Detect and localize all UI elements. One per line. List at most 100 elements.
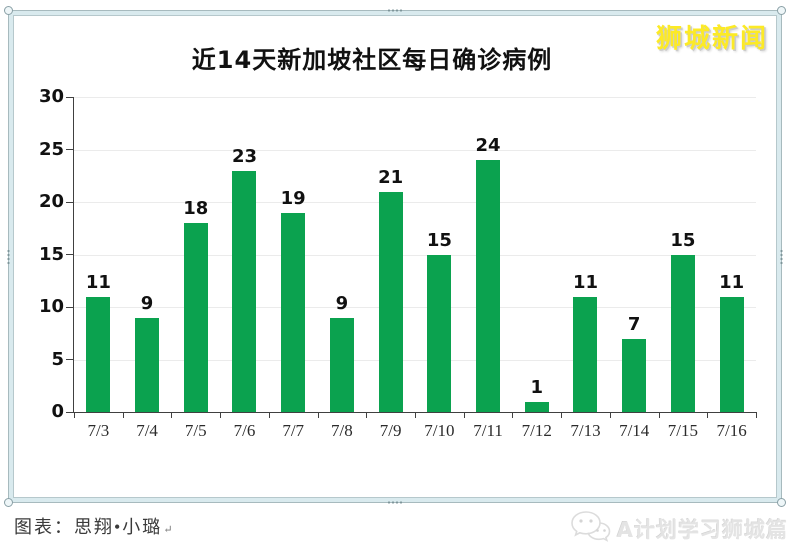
y-axis-tick: [66, 254, 74, 255]
x-tick-label: 7/9: [379, 421, 402, 440]
y-axis-tick: [66, 411, 74, 413]
x-axis-tick: [658, 412, 660, 418]
bar: [670, 254, 695, 412]
caption-label: 图表：: [14, 517, 74, 537]
x-tick-label: 7/14: [619, 421, 650, 440]
bar-value-label: 18: [183, 198, 209, 219]
bar: [135, 317, 160, 412]
y-tick-label: 5: [51, 348, 64, 370]
x-tick-label: 7/16: [716, 421, 747, 440]
x-axis-tick: [317, 412, 319, 418]
bar: [622, 338, 647, 412]
bar-column: 9 7/4: [123, 97, 172, 440]
bar-value-label: 11: [719, 271, 745, 293]
gridline: [74, 359, 756, 361]
bar-column: 18 7/5: [171, 97, 220, 440]
resize-handle-top-center-icon[interactable]: [387, 9, 403, 12]
x-tick-label: 7/10: [424, 421, 455, 440]
x-axis-tick: [561, 412, 563, 418]
bar: [183, 223, 208, 412]
bar-value-label: 11: [85, 271, 111, 293]
y-axis-tick: [66, 96, 74, 98]
x-axis-tick: [171, 412, 173, 418]
bar-value-label: 21: [378, 166, 404, 188]
bar: [329, 317, 354, 412]
bar-column: 15 7/10: [415, 97, 464, 441]
y-axis-tick: [66, 306, 74, 308]
resize-handle-bottom-left-icon[interactable]: [4, 498, 13, 507]
chart-caption: 图表：思翔•小璐↵: [14, 513, 173, 539]
bar: [232, 170, 257, 412]
y-axis-labels: 0 5 10 15 20 25 30: [14, 86, 64, 422]
bar-value-label: 11: [572, 271, 599, 293]
bar-column: 21 7/9: [366, 97, 415, 441]
bar: [524, 401, 549, 412]
x-tick-label: 7/13: [570, 421, 601, 440]
y-tick-label: 30: [38, 86, 64, 107]
x-tick-label: 7/3: [87, 421, 110, 440]
y-tick-label: 0: [51, 401, 64, 422]
x-tick-label: 7/11: [473, 421, 503, 440]
gridline: [74, 149, 756, 151]
y-axis-tick: [66, 149, 74, 150]
x-tick-label: 7/12: [521, 421, 552, 440]
resize-handle-left-center-icon[interactable]: [7, 248, 10, 265]
bar-value-label: 23: [231, 145, 258, 167]
gridline: [74, 254, 756, 256]
watermark-text: A计划学习狮城篇: [616, 518, 788, 542]
y-tick-label: 10: [38, 296, 64, 317]
bar: [573, 296, 598, 412]
x-tick-label: 7/15: [667, 421, 699, 440]
bar-column: 11 7/16: [707, 97, 756, 441]
bar-value-label: 1: [530, 376, 544, 398]
x-axis-tick: [268, 412, 270, 418]
brand-logo: 狮城新闻: [655, 24, 768, 54]
x-axis-tick: [74, 412, 75, 418]
x-tick-label: 7/5: [184, 421, 207, 440]
watermark: A计划学习狮城篇: [569, 509, 788, 549]
bar-column: 15 7/15: [659, 97, 708, 441]
gridline: [74, 202, 756, 203]
x-axis-tick: [609, 412, 611, 418]
bar: [476, 160, 501, 412]
x-axis-tick: [463, 412, 465, 418]
y-axis-tick: [66, 359, 74, 360]
bar-column: 7 7/14: [610, 97, 659, 441]
y-axis-tick: [66, 201, 74, 203]
chart-image: 狮城新闻 近14天新加坡社区每日确诊病例 0 5 10 15 20 25 30 11 7/3 9…: [13, 15, 777, 498]
resize-handle-bottom-center-icon[interactable]: [387, 501, 403, 504]
chart-image-frame[interactable]: 狮城新闻 近14天新加坡社区每日确诊病例 0 5 10 15 20 25 30 11 7/3 9…: [4, 6, 786, 507]
gridline: [74, 97, 756, 98]
wechat-icon: [569, 509, 611, 549]
x-tick-label: 7/6: [233, 421, 256, 440]
resize-handle-top-right-icon[interactable]: [777, 6, 786, 15]
paragraph-mark: ↵: [163, 524, 173, 536]
bar: [86, 296, 111, 412]
x-axis-tick: [512, 412, 514, 418]
resize-handle-right-center-icon[interactable]: [780, 248, 783, 265]
x-axis-tick: [756, 412, 757, 418]
bar-value-label: 9: [335, 292, 349, 314]
x-axis-tick: [707, 412, 709, 418]
x-axis-tick: [220, 412, 222, 418]
bar-value-label: 7: [627, 313, 641, 335]
y-tick-label: 25: [38, 138, 64, 160]
resize-handle-top-left-icon[interactable]: [4, 6, 13, 15]
bar-value-label: 9: [140, 292, 154, 314]
bar: [378, 191, 403, 412]
bar-value-label: 15: [670, 229, 696, 251]
bar-column: 19 7/7: [269, 97, 318, 441]
resize-handle-bottom-right-icon[interactable]: [777, 498, 786, 507]
chart-title: 近14天新加坡社区每日确诊病例: [191, 46, 553, 74]
x-axis-tick: [366, 412, 368, 418]
bar-column: 1 7/12: [512, 97, 561, 441]
bar-column: 11 7/3: [74, 97, 123, 441]
y-tick-label: 15: [38, 243, 64, 265]
bar: [281, 212, 306, 412]
bar-column: 23 7/6: [220, 97, 269, 441]
x-tick-label: 7/8: [331, 421, 353, 440]
x-tick-label: 7/7: [282, 421, 305, 440]
bar-value-label: 19: [280, 187, 306, 209]
x-axis-tick: [122, 412, 124, 418]
